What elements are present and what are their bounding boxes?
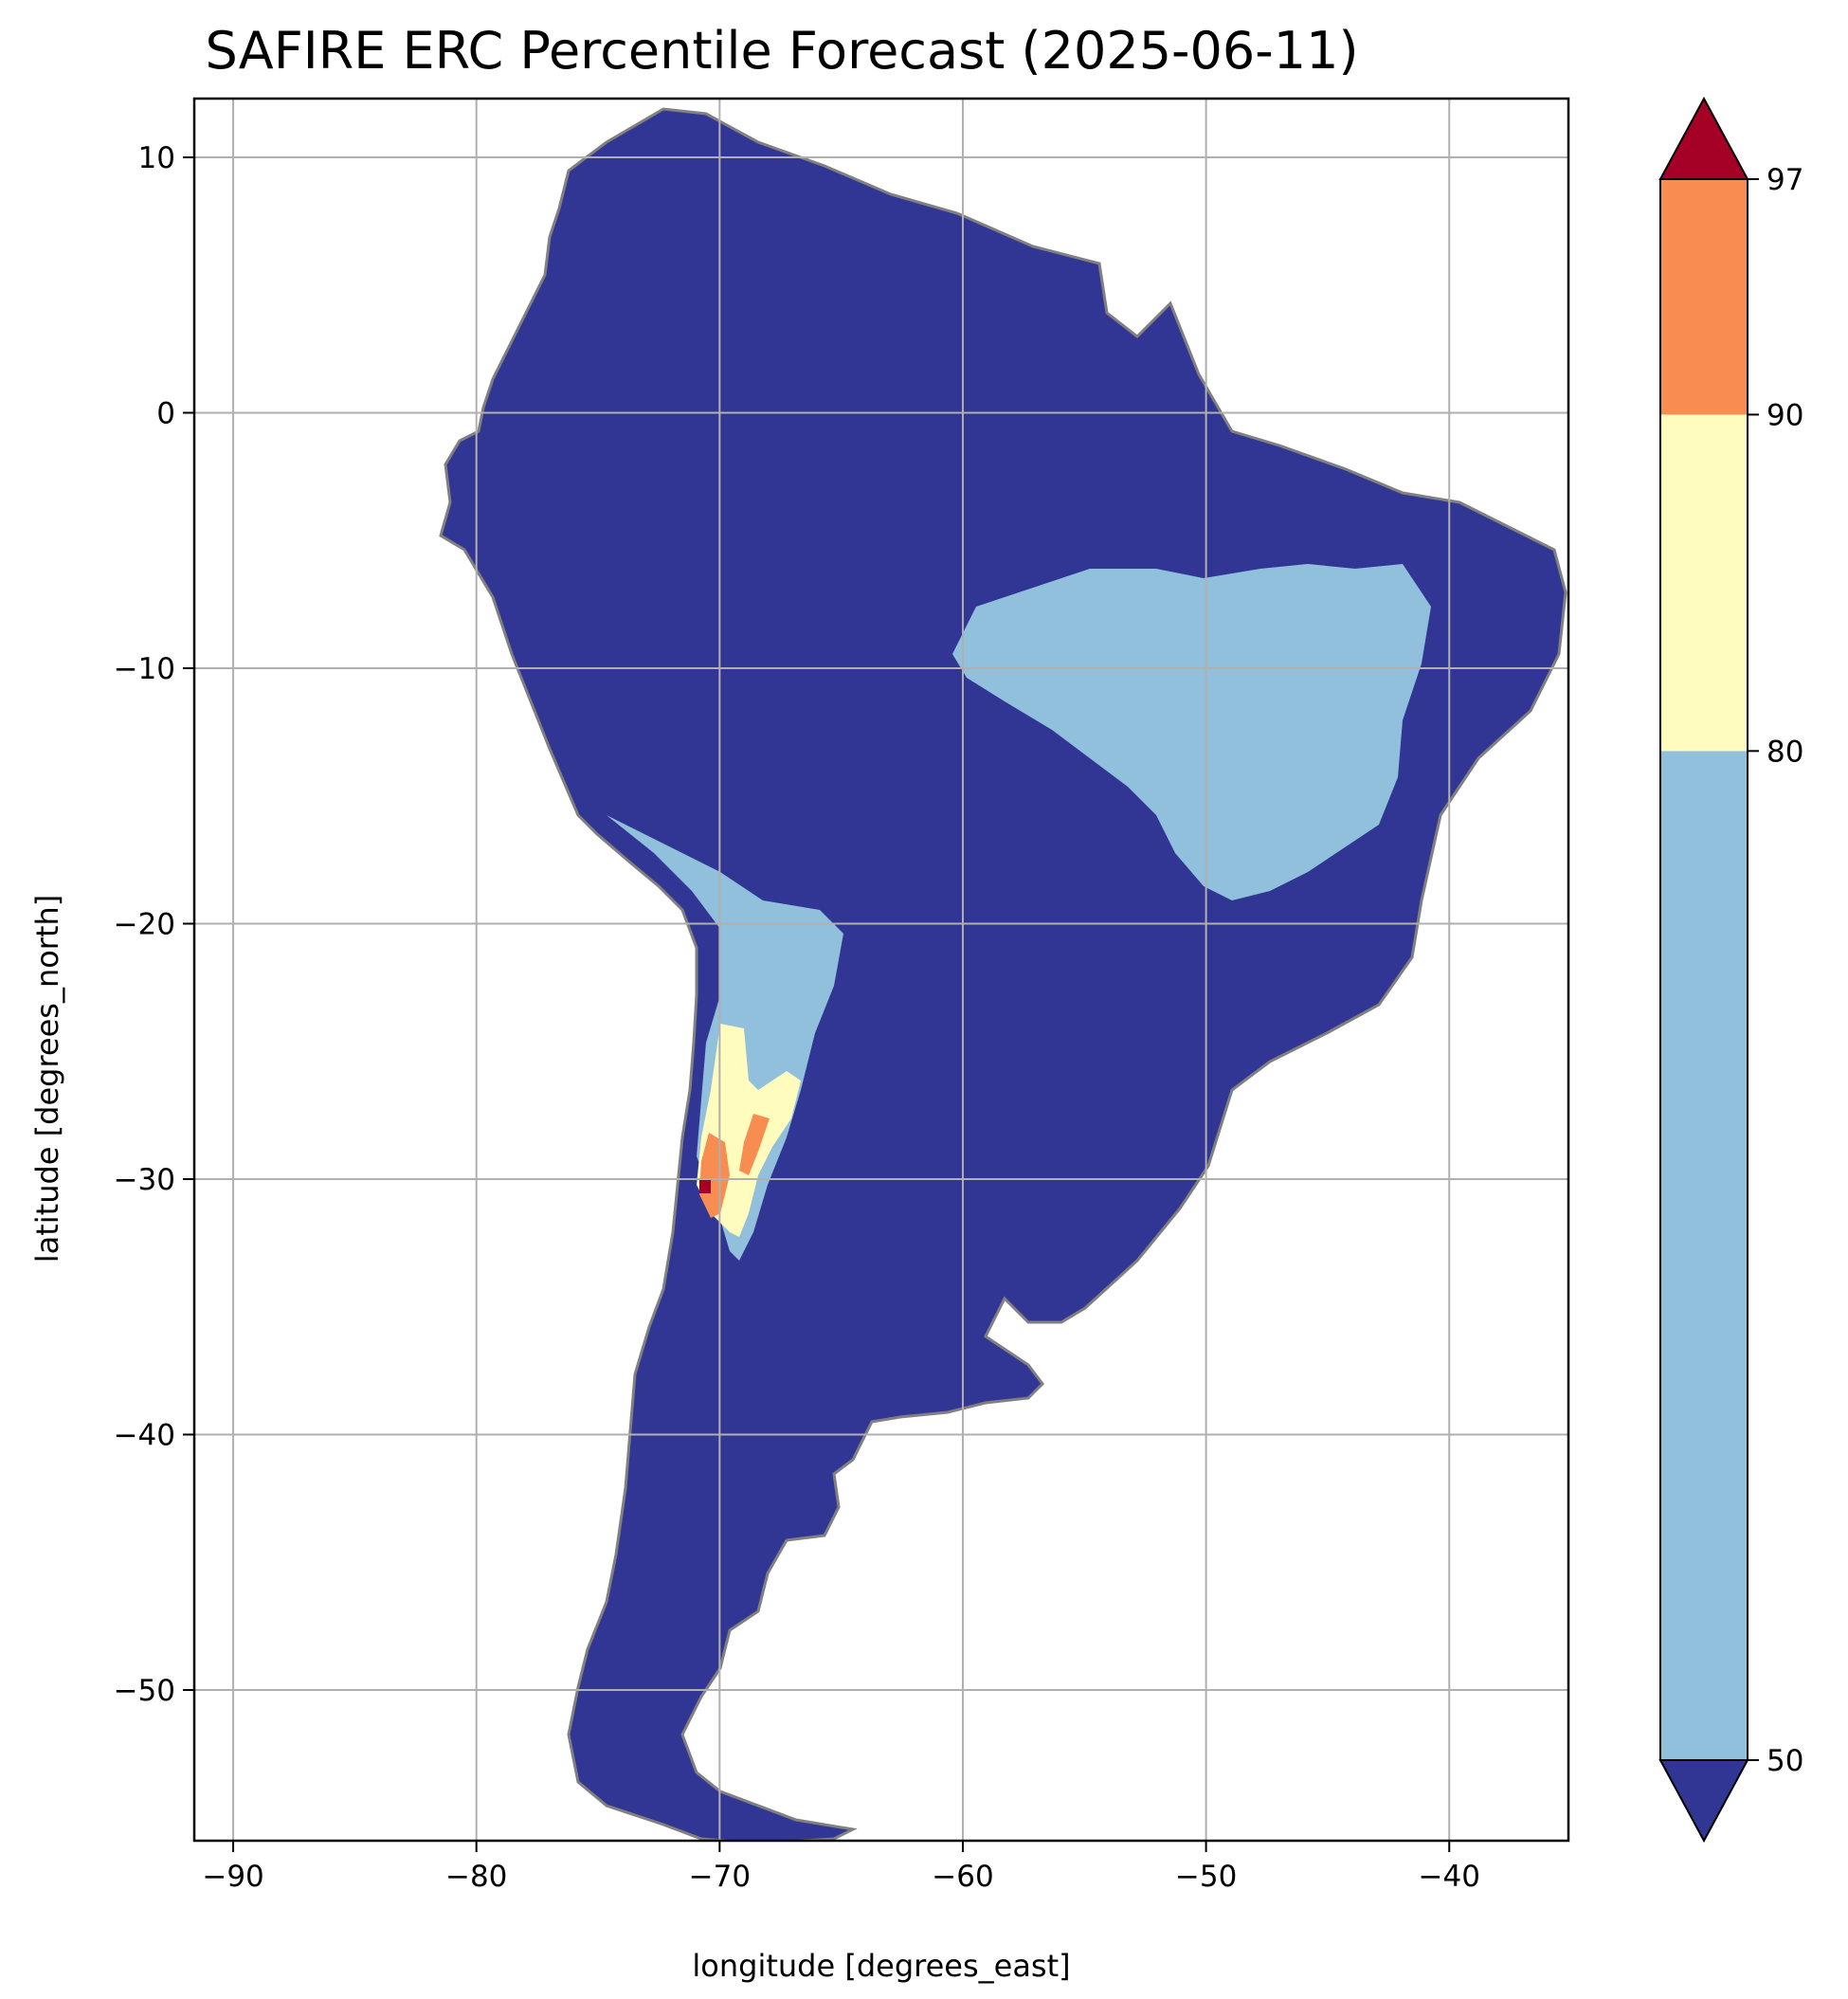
y-tick-label: −30 xyxy=(114,1163,175,1197)
chart-title: SAFIRE ERC Percentile Forecast (2025-06-… xyxy=(205,21,1359,81)
region-90-97-east xyxy=(739,1114,770,1175)
x-tick-label: −60 xyxy=(932,1860,993,1894)
region-90-97 xyxy=(699,1133,730,1218)
y-tick-label: 0 xyxy=(156,396,175,430)
plot-frame xyxy=(192,97,1570,1843)
x-tick-label: −70 xyxy=(689,1860,751,1894)
x-tick-label: −40 xyxy=(1419,1860,1480,1894)
x-tick-label: −50 xyxy=(1175,1860,1237,1894)
region-over-97 xyxy=(699,1180,711,1193)
y-tick-label: −40 xyxy=(114,1418,175,1452)
colorbar-tick-label: 80 xyxy=(1766,735,1803,769)
y-tick-label: 10 xyxy=(138,141,175,175)
colorbar-frame xyxy=(1659,178,1748,1761)
y-tick-label: −50 xyxy=(114,1674,175,1708)
colorbar-segment xyxy=(1660,179,1748,415)
colorbar-extend-under xyxy=(1658,1759,1749,1844)
land-mass xyxy=(439,107,1567,1841)
colorbar-tick-label: 50 xyxy=(1766,1744,1803,1778)
colorbar-extend-over xyxy=(1658,96,1749,180)
colorbar-tick-label: 90 xyxy=(1766,398,1803,432)
colorbar-segment xyxy=(1660,414,1748,752)
x-tick-label: −90 xyxy=(202,1860,263,1894)
colorbar: 50 80 90 97 xyxy=(1658,96,1803,1844)
y-tick-label: −20 xyxy=(114,907,175,941)
x-tick-label: −80 xyxy=(445,1860,507,1894)
colorbar-segment xyxy=(1660,751,1748,1761)
x-axis-label: longitude [degrees_east] xyxy=(692,1948,1071,1984)
region-50-80-northeast xyxy=(952,564,1431,900)
y-tick-label: −10 xyxy=(114,652,175,686)
colorbar-tick-label: 97 xyxy=(1766,163,1803,197)
